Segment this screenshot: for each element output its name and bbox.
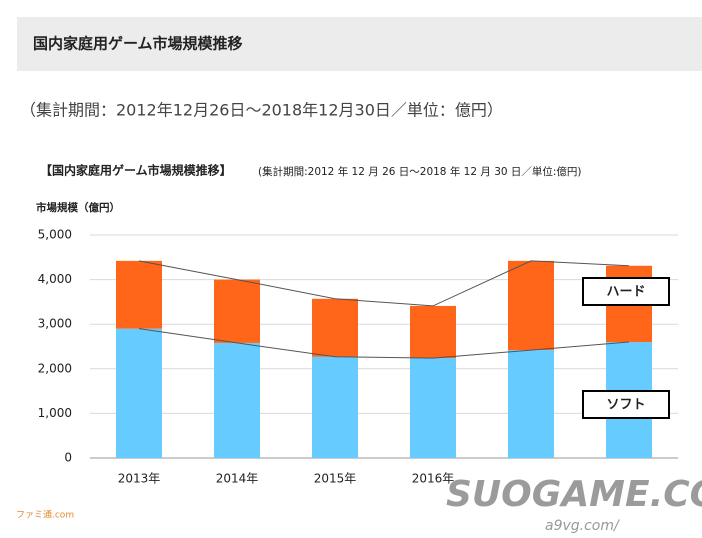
header-title: 国内家庭用ゲーム市場規模推移 — [33, 35, 243, 53]
y-tick-label: 5,000 — [38, 228, 72, 242]
y-axis-label: 市場規模（億円） — [36, 201, 120, 214]
y-tick-label: 0 — [64, 451, 72, 465]
legend-box — [582, 277, 670, 306]
bar-segment — [508, 350, 554, 458]
bar-segment — [214, 279, 260, 343]
legend-box — [582, 390, 670, 419]
chart-subtitle: (集計期間:2012 年 12 月 26 日～2018 年 12 月 30 日／… — [258, 165, 582, 178]
x-tick-label: 2016年 — [412, 472, 455, 486]
bar-segment — [214, 342, 260, 458]
bar-segment — [116, 260, 162, 329]
watermark: ファミ通.com — [16, 510, 74, 521]
header-subtitle: （集計期間：2012年12月26日～2018年12月30日／単位：億円） — [20, 101, 503, 120]
x-tick-label: 2015年 — [314, 472, 357, 486]
legend-label: ソフト — [606, 398, 645, 413]
y-tick-label: 3,000 — [38, 317, 72, 331]
chart-title: 【国内家庭用ゲーム市場規模推移】 — [40, 163, 232, 178]
header-band — [17, 17, 702, 71]
bar-segment — [312, 298, 358, 357]
watermark: SUOGAME.COM — [446, 474, 702, 515]
bar-segment — [312, 356, 358, 458]
y-tick-label: 4,000 — [38, 272, 72, 286]
total-connector — [138, 260, 630, 307]
x-tick-label: 2014年 — [216, 472, 259, 486]
bar-segment — [508, 260, 554, 351]
bar-segment — [410, 305, 456, 359]
bar-segment — [116, 328, 162, 458]
watermark: a9vg.com/ — [545, 518, 620, 534]
y-tick-label: 1,000 — [38, 406, 72, 420]
y-tick-label: 2,000 — [38, 361, 72, 375]
x-tick-label: 2013年 — [118, 472, 161, 486]
bar-segment — [410, 358, 456, 458]
legend-label: ハード — [606, 285, 645, 300]
series-connector — [138, 328, 630, 359]
